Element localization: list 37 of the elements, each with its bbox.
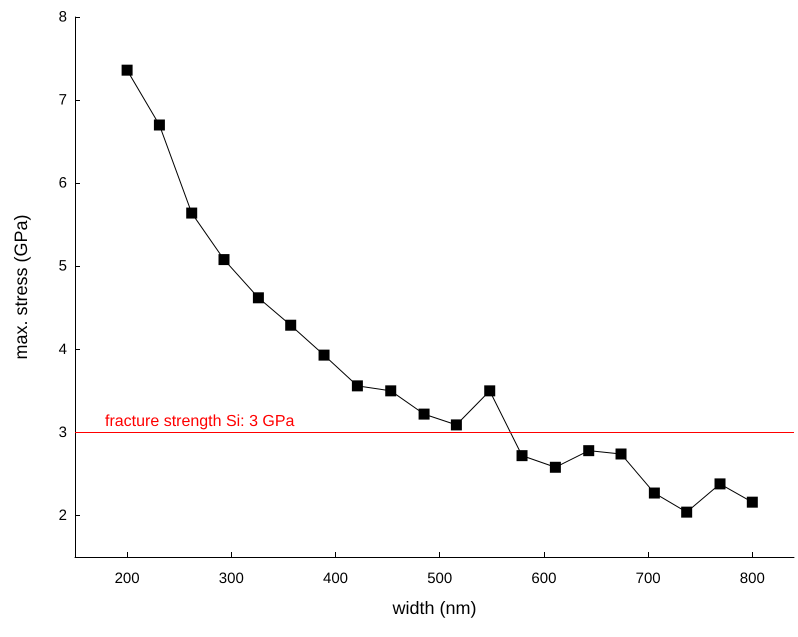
ref-line-label: fracture strength Si: 3 GPa xyxy=(105,412,295,430)
point xyxy=(746,496,758,508)
x-tick-label: 700 xyxy=(636,570,661,587)
x-axis-title: width (nm) xyxy=(391,598,477,618)
point xyxy=(583,445,594,456)
y-tick-label: 8 xyxy=(58,8,67,26)
point xyxy=(285,320,296,331)
x-tick-label: 500 xyxy=(427,570,452,587)
point xyxy=(714,478,726,490)
point xyxy=(385,385,396,396)
point xyxy=(218,254,230,266)
point xyxy=(550,462,561,473)
point xyxy=(418,408,430,420)
x-tick-label: 200 xyxy=(114,570,140,587)
point xyxy=(450,419,462,430)
point xyxy=(516,450,528,462)
y-tick-label: 3 xyxy=(58,424,67,441)
y-tick-label: 4 xyxy=(58,340,67,358)
point xyxy=(681,506,692,518)
x-tick-label: 600 xyxy=(531,570,556,587)
point xyxy=(648,488,660,499)
y-tick-label: 7 xyxy=(58,92,67,109)
x-tick-label: 800 xyxy=(740,570,765,587)
point xyxy=(318,350,330,361)
point xyxy=(122,64,133,76)
y-tick-label: 5 xyxy=(58,258,67,275)
point xyxy=(154,120,165,130)
point xyxy=(186,208,198,219)
x-tick-label: 400 xyxy=(322,570,348,587)
point xyxy=(616,448,627,460)
y-tick-label: 6 xyxy=(58,174,67,192)
y-tick-label: 2 xyxy=(58,506,67,524)
x-tick-label: 300 xyxy=(218,570,244,587)
y-axis-title: max. stress (GPa) xyxy=(11,214,31,360)
point xyxy=(252,292,264,304)
point xyxy=(352,380,363,392)
point xyxy=(484,385,496,396)
